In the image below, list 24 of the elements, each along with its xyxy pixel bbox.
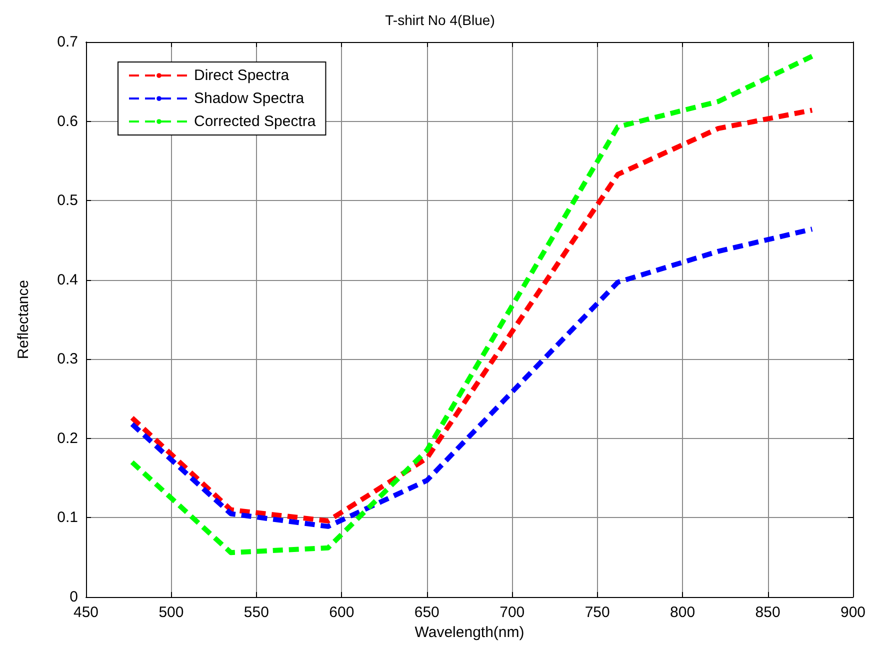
x-tick-label: 750	[584, 604, 610, 621]
legend-label: Corrected Spectra	[194, 113, 316, 130]
x-tick-label: 900	[840, 604, 866, 621]
chart-title: T-shirt No 4(Blue)	[385, 12, 495, 28]
y-tick-label: 0.4	[57, 271, 78, 288]
x-tick-label: 650	[414, 604, 440, 621]
legend-label: Direct Spectra	[194, 67, 290, 84]
x-tick-label: 850	[755, 604, 780, 621]
x-tick-label: 550	[244, 604, 269, 621]
y-tick-label: 0.3	[57, 350, 78, 368]
legend-label: Shadow Spectra	[194, 90, 305, 107]
y-tick-label: 0.1	[57, 509, 78, 526]
y-axis-title: Reflectance	[15, 280, 32, 360]
x-tick-label: 600	[329, 604, 354, 621]
y-tick-label: 0.5	[57, 192, 78, 210]
y-tick-label: 0.7	[57, 34, 78, 50]
x-tick-label: 700	[500, 604, 525, 621]
x-tick-label: 800	[670, 604, 696, 621]
y-tick-label: 0	[70, 588, 78, 606]
x-axis-title: Wavelength(nm)	[414, 624, 524, 641]
y-tick-label: 0.6	[57, 112, 78, 130]
y-tick-label: 0.2	[57, 430, 78, 447]
x-tick-label: 450	[73, 604, 99, 621]
x-tick-label: 500	[158, 604, 184, 621]
